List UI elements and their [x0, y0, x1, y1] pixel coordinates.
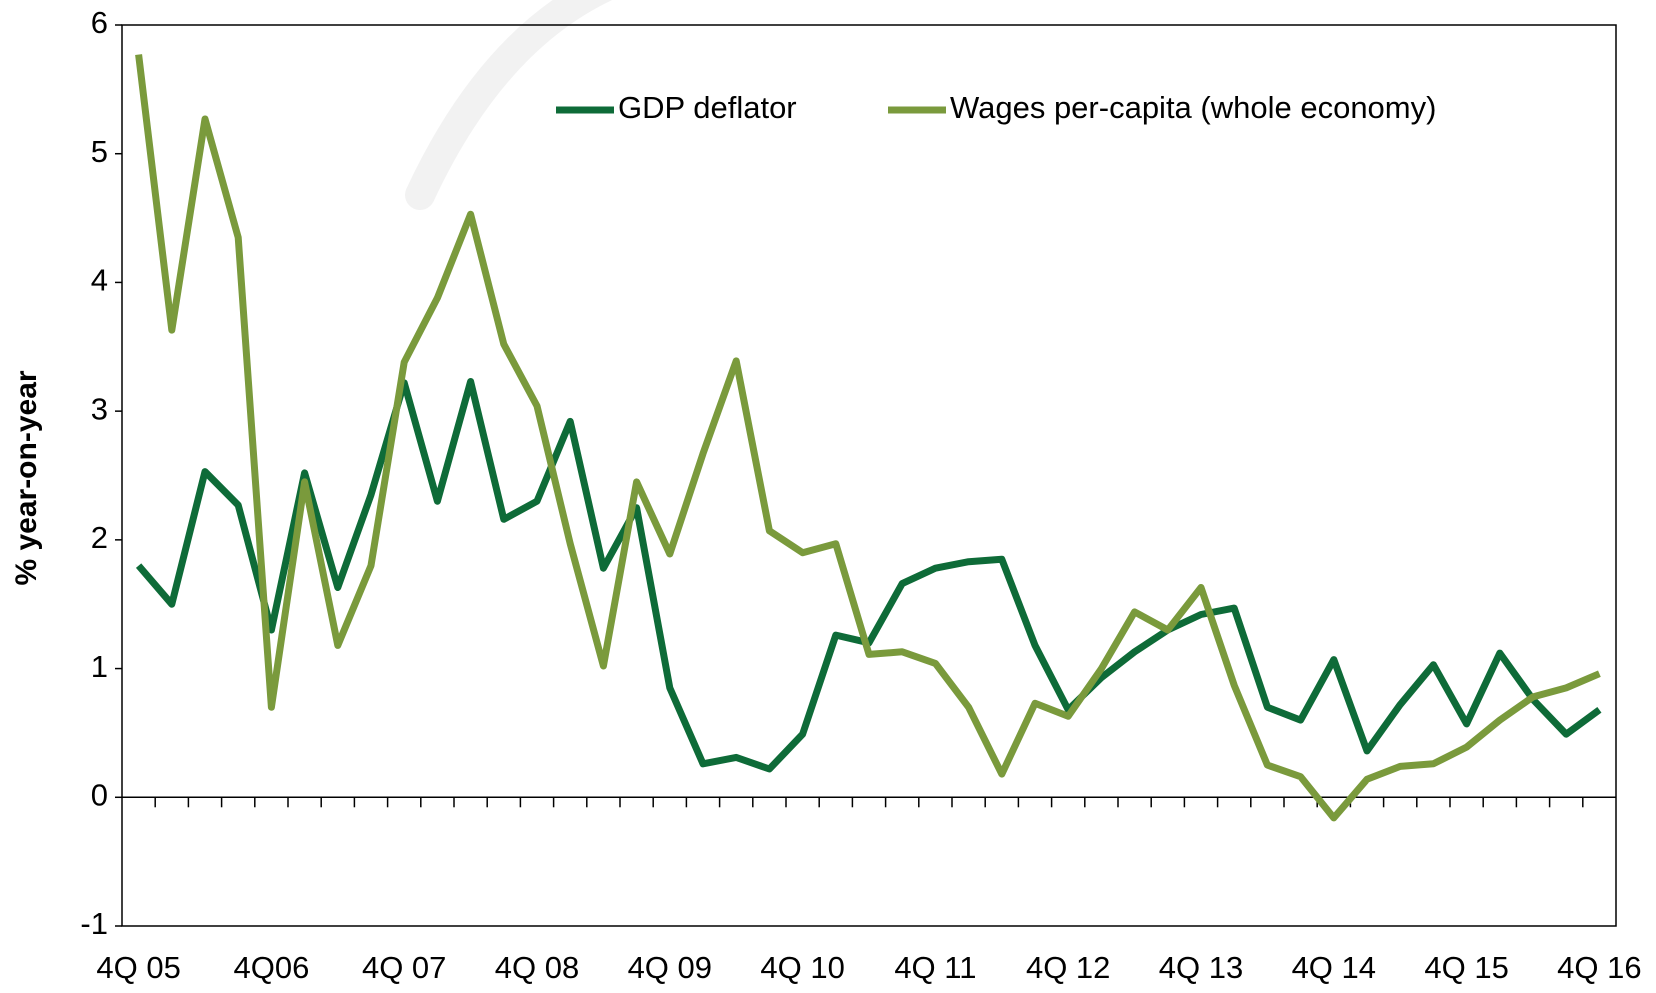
x-tick-label: 4Q 16: [1557, 950, 1641, 985]
x-tick-label: 4Q 10: [760, 950, 844, 985]
x-tick-label: 4Q 07: [362, 950, 446, 985]
x-tick-label: 4Q 09: [628, 950, 712, 985]
plot-frame: [121, 24, 1617, 927]
line-series: [135, 378, 1602, 773]
background-arc: [405, 0, 613, 210]
x-tick-label: 4Q 08: [495, 950, 579, 985]
y-tick-label: 0: [91, 777, 108, 812]
x-tick-label: 4Q06: [233, 950, 309, 985]
x-tick-label: 4Q 11: [894, 950, 976, 985]
line-series: [135, 54, 1601, 822]
y-tick-label: 4: [91, 263, 108, 298]
x-tick-label: 4Q 14: [1292, 950, 1376, 985]
x-tick-label: 4Q 05: [96, 950, 180, 985]
y-tick-label: -1: [80, 906, 108, 941]
x-tick-label: 4Q 12: [1026, 950, 1110, 985]
x-tick-label: 4Q 13: [1159, 950, 1243, 985]
y-axis-title: % year-on-year: [10, 370, 43, 585]
x-tick-label: 4Q 15: [1424, 950, 1508, 985]
y-tick-label: 3: [91, 391, 108, 426]
legend-label: GDP deflator: [618, 90, 797, 125]
y-tick-label: 1: [91, 649, 108, 684]
legend-label: Wages per-capita (whole economy): [950, 90, 1436, 125]
y-tick-label: 6: [91, 5, 108, 40]
y-tick-label: 5: [91, 134, 108, 169]
y-tick-label: 2: [91, 520, 108, 555]
